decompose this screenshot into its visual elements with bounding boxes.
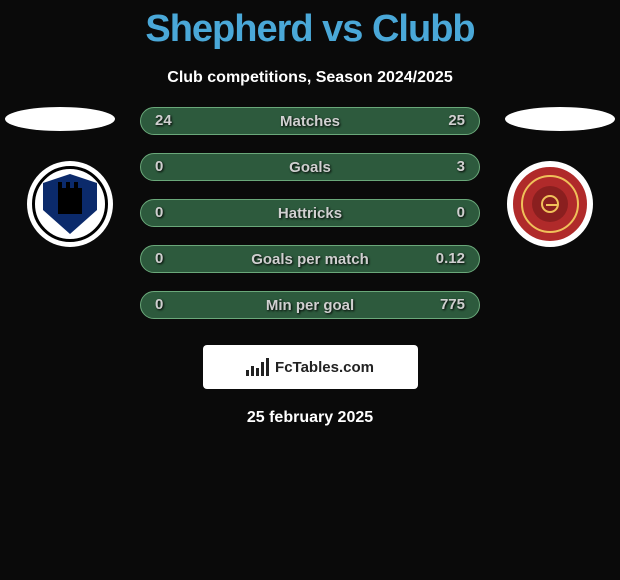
stat-left-value: 0 [155,158,163,175]
stat-right-value: 775 [440,296,465,313]
date-label: 25 february 2025 [0,409,620,427]
subtitle: Club competitions, Season 2024/2025 [0,69,620,87]
stat-right-value: 3 [457,158,465,175]
stat-left-value: 0 [155,204,163,221]
stat-label: Goals per match [251,251,369,268]
player-right-name-oval [505,107,615,131]
stat-label: Min per goal [266,297,354,314]
stat-row-matches: 24 Matches 25 [140,107,480,135]
stat-row-min-per-goal: 0 Min per goal 775 [140,291,480,319]
watermark[interactable]: FcTables.com [203,345,418,389]
stat-right-value: 0 [457,204,465,221]
watermark-text: FcTables.com [275,359,374,376]
stat-row-hattricks: 0 Hattricks 0 [140,199,480,227]
stat-label: Goals [289,159,331,176]
page-title: Shepherd vs Clubb [0,0,620,51]
club-badge-right [507,161,593,247]
stat-left-value: 0 [155,296,163,313]
crest-right-icon [521,175,579,233]
stat-left-value: 24 [155,112,172,129]
stat-label: Hattricks [278,205,342,222]
comparison-area: 24 Matches 25 0 Goals 3 0 Hattricks 0 0 … [0,107,620,337]
stat-left-value: 0 [155,250,163,267]
player-left-name-oval [5,107,115,131]
crest-left-icon [40,174,100,234]
stat-row-goals-per-match: 0 Goals per match 0.12 [140,245,480,273]
stat-row-goals: 0 Goals 3 [140,153,480,181]
chart-icon [246,358,269,376]
stat-right-value: 25 [448,112,465,129]
stat-label: Matches [280,113,340,130]
stats-bars: 24 Matches 25 0 Goals 3 0 Hattricks 0 0 … [140,107,480,337]
stat-right-value: 0.12 [436,250,465,267]
club-badge-left [27,161,113,247]
